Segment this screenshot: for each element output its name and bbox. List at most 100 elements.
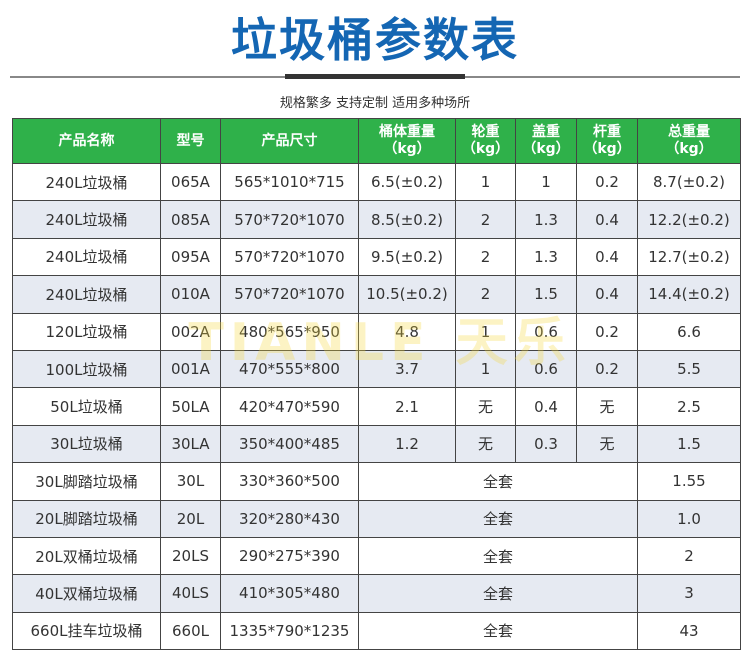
table-cell: 全套 (358, 536, 638, 576)
table-cell: 12.7(±0.2) (637, 237, 741, 277)
header-line: 型号 (176, 132, 205, 149)
table-cell: 3 (637, 574, 741, 613)
table-cell: 14.4(±0.2) (637, 275, 741, 314)
title: 垃圾桶参数表 (231, 13, 519, 67)
table-cell: 0.4 (515, 387, 577, 426)
subtitle: 规格繁多 支持定制 适用多种场所 (279, 96, 471, 111)
table-cell: 065A (160, 162, 221, 202)
table-cell: 2 (455, 275, 516, 314)
table-cell: 095A (160, 237, 221, 277)
table-cell: 1.2 (358, 424, 456, 464)
table-cell: 0.6 (515, 312, 577, 351)
header-line: 轮重 (471, 124, 500, 140)
table-cell: 50LA (160, 387, 221, 426)
table-cell: 10.5(±0.2) (358, 275, 456, 314)
spec-table: 产品名称 型号 产品尺寸 桶体重量 （kg） 轮重 （kg） 盖重 （kg） 杆重 （kg） 总重量（… (12, 118, 741, 651)
table-cell: 0.4 (576, 237, 638, 277)
table-cell: 5.5 (637, 349, 741, 389)
table-cell: 2.1 (358, 387, 456, 426)
header-line: （kg） (665, 141, 713, 157)
table-cell: 全套 (358, 574, 638, 613)
table-cell: 570*720*1070 (220, 200, 359, 239)
header-line: （kg） (383, 141, 431, 157)
table-cell: 001A (160, 349, 221, 389)
table-cell: 1.55 (637, 462, 741, 501)
table-cell: 全套 (358, 462, 638, 501)
table-row: 660L挂车垃圾桶 660L 1335*790*1235 全套 43 (12, 611, 741, 651)
table-cell: 8.5(±0.2) (358, 200, 456, 239)
table-cell: 50L垃圾桶 (12, 387, 161, 426)
table-cell: 350*400*485 (220, 424, 359, 464)
table-cell: 无 (576, 424, 638, 464)
table-cell: 20L双桶垃圾桶 (12, 536, 161, 576)
table-cell: 9.5(±0.2) (358, 237, 456, 277)
table-cell: 30LA (160, 424, 221, 464)
table-row: 40L双桶垃圾桶 40LS 410*305*480 全套 3 (12, 574, 741, 613)
header-line: （kg） (461, 141, 510, 157)
table-cell: 2 (637, 536, 741, 576)
table-cell: 0.6 (515, 349, 577, 389)
table-cell: 0.2 (576, 349, 638, 389)
table-row: 30L垃圾桶 30LA 350*400*485 1.2 无 0.3 无 1.5 (12, 424, 741, 464)
table-cell: 无 (576, 387, 638, 426)
header-row: 产品名称 型号 产品尺寸 桶体重量 （kg） 轮重 （kg） 盖重 （kg） 杆重 （kg） 总重量（… (12, 118, 741, 164)
table-cell: 全套 (358, 499, 638, 538)
table-cell: 1.5 (637, 424, 741, 464)
table-cell: 1.0 (637, 499, 741, 538)
header-cell: 盖重 （kg） (515, 118, 577, 164)
table-cell: 1 (455, 312, 516, 351)
header-line: 总重量 (668, 124, 710, 140)
table-cell: 30L脚踏垃圾桶 (12, 462, 161, 501)
table-row: 50L垃圾桶 50LA 420*470*590 2.1 无 0.4 无 2.5 (12, 387, 741, 426)
table-cell: 100L垃圾桶 (12, 349, 161, 389)
table-cell: 1 (515, 162, 577, 202)
table-cell: 1 (455, 349, 516, 389)
table-cell: 570*720*1070 (220, 275, 359, 314)
table-cell: 20LS (160, 536, 221, 576)
header-cell: 产品尺寸 (220, 118, 359, 164)
table-cell: 12.2(±0.2) (637, 200, 741, 239)
table-cell: 6.5(±0.2) (358, 162, 456, 202)
table-cell: 002A (160, 312, 221, 351)
table-cell: 3.7 (358, 349, 456, 389)
header-line: 盖重 (532, 124, 560, 140)
table-cell: 1335*790*1235 (220, 611, 359, 651)
table-cell: 470*555*800 (220, 349, 359, 389)
table-cell: 1.3 (515, 200, 577, 239)
table-row: 240L垃圾桶 095A 570*720*1070 9.5(±0.2) 2 1.3 0.4 1… (12, 237, 741, 277)
header-cell: 杆重 （kg） (576, 118, 638, 164)
header-cell: 总重量 （kg） (637, 118, 741, 164)
table-cell: 43 (637, 611, 741, 651)
header-line: 杆重 (593, 124, 621, 140)
table-cell: 660L挂车垃圾桶 (12, 611, 161, 651)
table-cell: 410*305*480 (220, 574, 359, 613)
header-cell: 型号 (160, 118, 221, 164)
header-line: 产品名称 (58, 132, 115, 149)
table-cell: 20L脚踏垃圾桶 (12, 499, 161, 538)
table-cell: 40L双桶垃圾桶 (12, 574, 161, 613)
table-cell: 20L (160, 499, 221, 538)
table-cell: 0.2 (576, 162, 638, 202)
table-cell: 30L (160, 462, 221, 501)
table-cell: 40LS (160, 574, 221, 613)
header-line: （kg） (522, 141, 570, 157)
table-row: 240L垃圾桶 085A 570*720*1070 8.5(±0.2) 2 1.3 0.4 1… (12, 200, 741, 239)
header-cell: 轮重 （kg） (455, 118, 516, 164)
table-body: 240L垃圾桶 065A 565*1010*715 6.5(±0.2) 1 1 0.2 8.7… (12, 162, 741, 651)
table-cell: 0.4 (576, 200, 638, 239)
table-cell: 320*280*430 (220, 499, 359, 538)
table-cell: 120L垃圾桶 (12, 312, 161, 351)
table-cell: 240L垃圾桶 (12, 162, 161, 202)
table-row: 30L脚踏垃圾桶 30L 330*360*500 全套 1.55 (12, 462, 741, 501)
table-cell: 290*275*390 (220, 536, 359, 576)
header-cell: 桶体重量 （kg） (358, 118, 456, 164)
header-line: （kg） (583, 141, 631, 157)
table-cell: 无 (455, 387, 516, 426)
divider-accent (285, 74, 465, 79)
table-cell: 2 (455, 200, 516, 239)
table-cell: 010A (160, 275, 221, 314)
table-cell: 0.3 (515, 424, 577, 464)
header-line: 产品尺寸 (261, 132, 318, 149)
header-cell: 产品名称 (12, 118, 161, 164)
